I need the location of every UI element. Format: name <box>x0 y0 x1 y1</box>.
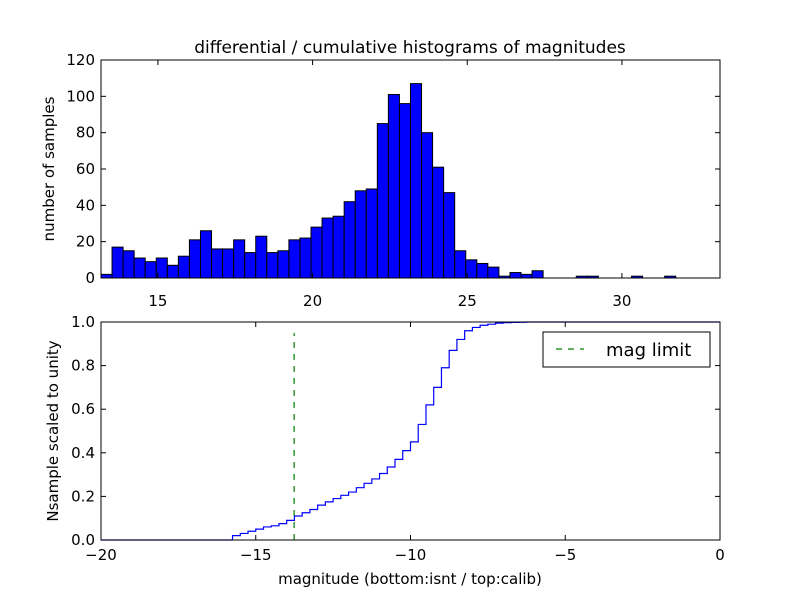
histogram-bar <box>398 103 411 279</box>
histogram-bar <box>222 248 235 279</box>
histogram-bar <box>233 239 246 279</box>
y-tick-label: 0 <box>85 269 95 287</box>
histogram-bar <box>509 272 522 279</box>
bottom-ylabel: Nsample scaled to unity <box>44 340 62 521</box>
x-tick-label: −20 <box>85 546 117 564</box>
y-tick-label: 80 <box>76 124 95 142</box>
histogram-bar <box>454 250 467 279</box>
legend-label: mag limit <box>606 340 691 361</box>
y-tick-label: 40 <box>76 196 95 214</box>
y-tick-label: 0.6 <box>71 400 95 418</box>
y-tick-label: 0.4 <box>71 444 95 462</box>
y-tick-label: 100 <box>66 87 95 105</box>
cumulative-plot <box>101 321 720 541</box>
histogram-bar <box>188 239 201 279</box>
x-tick-label: −10 <box>395 546 427 564</box>
histogram-bar <box>310 226 323 279</box>
y-tick-label: 0.2 <box>71 487 95 505</box>
histogram-bar <box>255 235 268 279</box>
y-tick-label: 120 <box>66 51 95 69</box>
histogram-bar <box>199 230 213 279</box>
histogram-bars <box>100 83 677 279</box>
x-tick-label: −5 <box>554 546 576 564</box>
histogram-bar <box>133 257 146 279</box>
x-tick-label: 15 <box>148 292 167 310</box>
y-tick-label: 20 <box>76 233 95 251</box>
bottom-axis-ticks: −20 −15 −10 −5 0 0.0 0.2 0.4 0.6 0.8 1.0 <box>71 313 725 564</box>
x-tick-label: 25 <box>458 292 477 310</box>
histogram-bar <box>409 83 423 279</box>
histogram-bar <box>443 192 456 279</box>
histogram-bar <box>122 250 135 279</box>
histogram-bar <box>144 261 157 279</box>
histogram-bar <box>100 273 113 279</box>
y-tick-label: 0.0 <box>71 531 95 549</box>
top-ylabel: number of samples <box>40 96 58 241</box>
histogram-bar <box>299 237 312 279</box>
histogram-bar <box>531 270 544 279</box>
histogram-bar <box>432 166 445 279</box>
bottom-xlabel: magnitude (bottom:isnt / top:calib) <box>278 570 542 588</box>
histogram-bar <box>177 255 190 279</box>
histogram-bar <box>343 201 356 279</box>
histogram-bar <box>476 262 489 279</box>
histogram-bar <box>354 190 367 279</box>
x-tick-label: −15 <box>240 546 272 564</box>
x-tick-label: 20 <box>303 292 322 310</box>
y-tick-label: 60 <box>76 160 95 178</box>
chart-title: differential / cumulative histograms of … <box>194 38 626 58</box>
x-tick-label: 0 <box>715 546 725 564</box>
histogram-bar <box>266 252 279 279</box>
histogram-bar <box>111 246 124 279</box>
legend: mag limit <box>542 331 711 368</box>
y-tick-label: 0.8 <box>71 357 95 375</box>
histogram-bar <box>332 215 345 279</box>
histogram-bar <box>244 252 257 279</box>
histogram-bar <box>421 132 434 279</box>
cumulative-step-line <box>101 321 720 541</box>
histogram-bar <box>520 273 533 279</box>
histogram-bar <box>166 264 179 279</box>
x-tick-label: 30 <box>612 292 631 310</box>
histogram-bar <box>487 266 500 279</box>
histogram-bar <box>321 217 334 279</box>
top-axis-ticks: 15 20 25 30 0 20 40 60 80 100 120 <box>66 51 720 310</box>
histogram-bar <box>277 250 290 279</box>
histogram-bar <box>376 123 389 279</box>
y-tick-label: 1.0 <box>71 313 95 331</box>
histogram-bar <box>288 239 301 279</box>
histogram-bar <box>387 94 400 279</box>
histogram-bar <box>211 248 224 279</box>
histogram-bar <box>365 188 378 279</box>
